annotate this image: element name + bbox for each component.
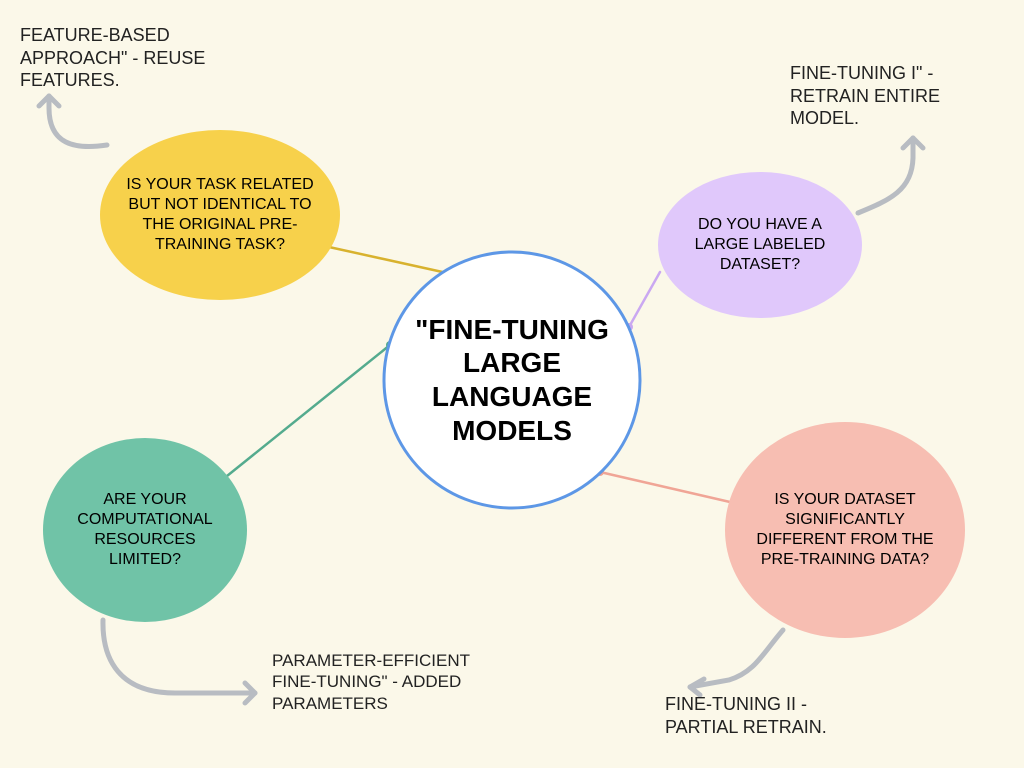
node-purple-text: DO YOU HAVE A LARGE LABELED DATASET? [672, 186, 848, 304]
node-yellow-text: IS YOUR TASK RELATED BUT NOT IDENTICAL T… [114, 144, 326, 286]
diagram-stage: "FINE-TUNING LARGE LANGUAGE MODELS IS YOU… [0, 0, 1024, 768]
caption-pink: FINE-TUNING II - PARTIAL RETRAIN. [665, 693, 875, 738]
caption-green: PARAMETER-EFFICIENT FINE-TUNING" - ADDED… [272, 650, 482, 714]
caption-purple: FINE-TUNING I" - RETRAIN ENTIRE MODEL. [790, 62, 1000, 130]
node-green-text: ARE YOUR COMPUTATIONAL RESOURCES LIMITED… [57, 452, 233, 608]
node-pink-text: IS YOUR DATASET SIGNIFICANTLY DIFFERENT … [739, 436, 951, 624]
center-title: "FINE-TUNING LARGE LANGUAGE MODELS [396, 264, 628, 496]
caption-yellow: FEATURE-BASED APPROACH" - REUSE FEATURES… [20, 24, 245, 92]
